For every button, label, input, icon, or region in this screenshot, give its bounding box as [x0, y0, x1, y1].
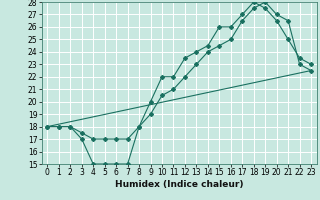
X-axis label: Humidex (Indice chaleur): Humidex (Indice chaleur): [115, 180, 244, 189]
